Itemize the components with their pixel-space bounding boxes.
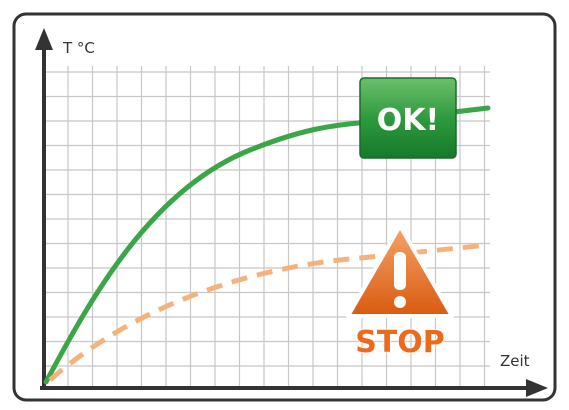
x-axis-label: Zeit [500, 352, 530, 370]
exclamation-bar [394, 252, 406, 290]
ok-curve [43, 105, 491, 385]
y-axis-arrow [35, 28, 53, 50]
y-axis-label: T °C [62, 39, 95, 57]
ok-badge [359, 77, 457, 159]
exclamation-dot [394, 296, 406, 308]
stop-text: STOP [355, 325, 445, 360]
ok-text: OK! [377, 103, 439, 138]
x-axis-arrow [526, 379, 548, 397]
